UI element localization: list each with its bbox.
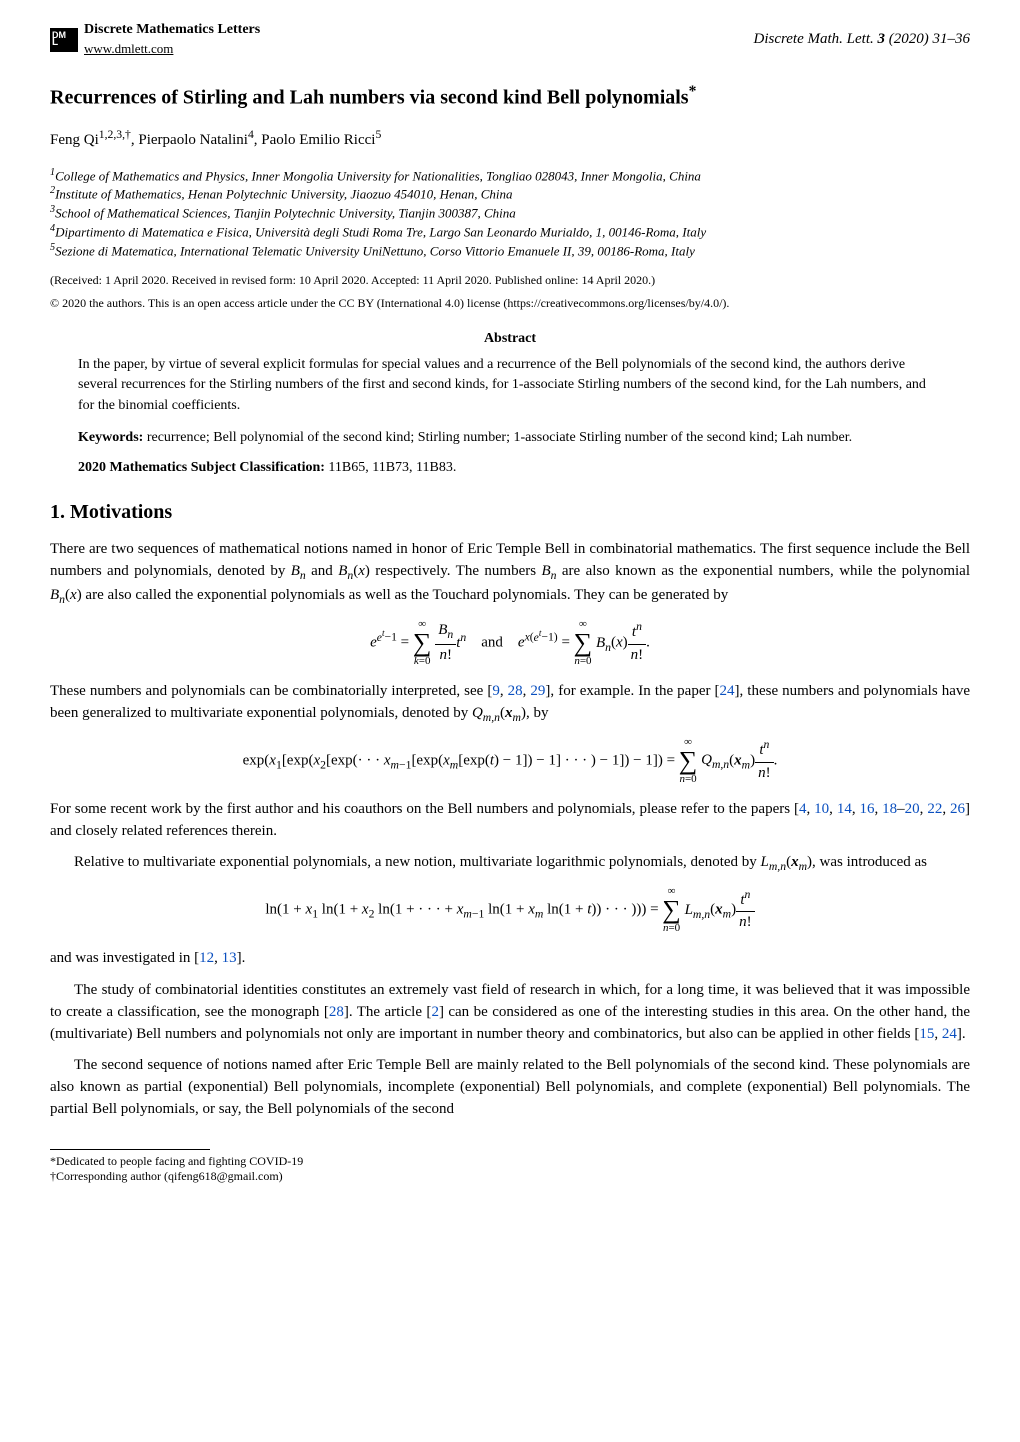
para-6: The study of combinatorial identities co… <box>50 980 970 1045</box>
journal-name: Discrete Mathematics Letters <box>84 20 260 40</box>
para-1: There are two sequences of mathematical … <box>50 539 970 609</box>
page-header: DML Discrete Mathematics Letters www.dml… <box>50 20 970 59</box>
authors-line: Feng Qi1,2,3,†, Pierpaolo Natalini4, Pao… <box>50 127 970 152</box>
license-line: © 2020 the authors. This is an open acce… <box>50 295 970 312</box>
paper-title: Recurrences of Stirling and Lah numbers … <box>50 81 970 113</box>
para-5: and was investigated in [12, 13]. <box>50 948 970 970</box>
equation-3: ln(1 + x1 ln(1 + x2 ln(1 + · · · + xm−1 … <box>50 886 970 934</box>
journal-website[interactable]: www.dmlett.com <box>84 40 260 59</box>
para-2: These numbers and polynomials can be com… <box>50 681 970 727</box>
journal-logo-block: DML Discrete Mathematics Letters www.dml… <box>50 20 260 59</box>
abstract-heading: Abstract <box>50 329 970 349</box>
journal-logo-icon: DML <box>50 28 78 52</box>
para-4: Relative to multivariate exponential pol… <box>50 852 970 876</box>
equation-1: eet−1 = ∞∑k=0 Bnn!tn and ex(et−1) = ∞∑n=… <box>50 619 970 667</box>
footnote-2: †Corresponding author (qifeng618@gmail.c… <box>50 1169 970 1185</box>
issue-info: Discrete Math. Lett. 3 (2020) 31–36 <box>753 29 970 51</box>
received-line: (Received: 1 April 2020. Received in rev… <box>50 272 970 289</box>
equation-2: exp(x1[exp(x2[exp(· · · xm−1[exp(xm[exp(… <box>50 737 970 785</box>
section-1-heading: 1. Motivations <box>50 498 970 527</box>
affiliations: 1College of Mathematics and Physics, Inn… <box>50 166 970 260</box>
para-7: The second sequence of notions named aft… <box>50 1055 970 1120</box>
para-3: For some recent work by the first author… <box>50 799 970 843</box>
msc: 2020 Mathematics Subject Classification:… <box>78 458 942 478</box>
footnote-1: *Dedicated to people facing and fighting… <box>50 1154 970 1170</box>
journal-logo-text: Discrete Mathematics Letters www.dmlett.… <box>84 20 260 59</box>
keywords: Keywords: recurrence; Bell polynomial of… <box>78 428 942 448</box>
footnote-rule <box>50 1149 210 1150</box>
abstract-body: In the paper, by virtue of several expli… <box>78 355 942 416</box>
